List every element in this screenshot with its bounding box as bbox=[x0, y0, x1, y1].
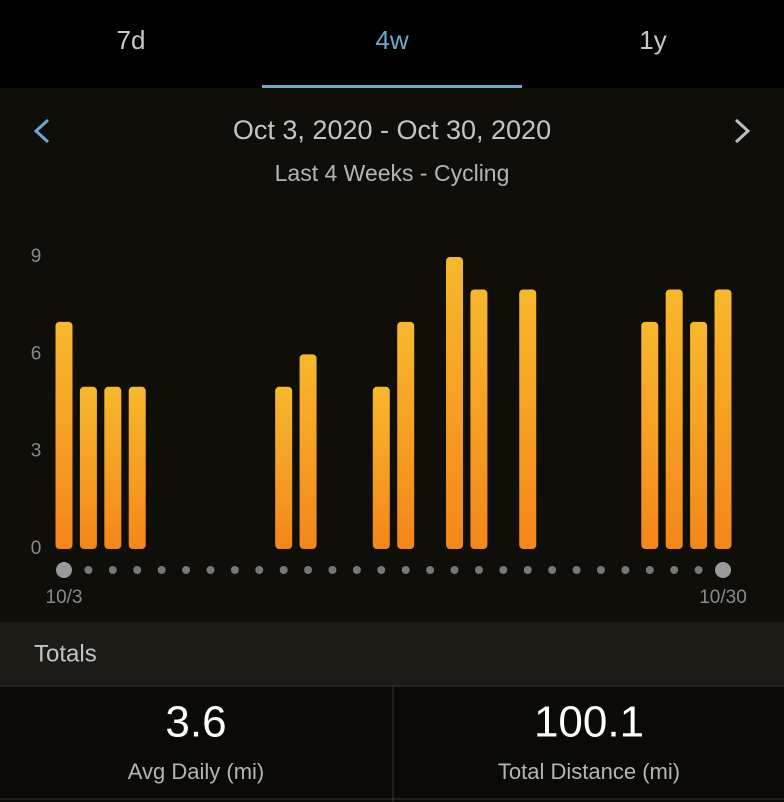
stat-label: Avg Daily (mi) bbox=[128, 759, 265, 784]
bar bbox=[55, 321, 73, 549]
subtitle: Last 4 Weeks - Cycling bbox=[275, 160, 510, 186]
bar bbox=[128, 386, 146, 549]
bar bbox=[519, 289, 537, 549]
day-dot bbox=[255, 566, 264, 574]
day-dot bbox=[499, 566, 508, 574]
totals-header bbox=[0, 622, 784, 686]
bar bbox=[446, 257, 464, 549]
day-dot bbox=[182, 566, 191, 574]
bar bbox=[79, 386, 97, 549]
tab[interactable]: 1y bbox=[639, 25, 666, 55]
bar bbox=[372, 386, 390, 549]
day-dot bbox=[426, 566, 435, 574]
day-dot bbox=[328, 566, 337, 574]
stat-value: 100.1 bbox=[534, 698, 644, 747]
day-dot bbox=[133, 566, 142, 574]
bar bbox=[714, 289, 732, 549]
stat-label: Total Distance (mi) bbox=[498, 759, 680, 784]
day-dot bbox=[621, 566, 630, 574]
day-dot bbox=[206, 566, 215, 574]
stat-value: 3.6 bbox=[165, 698, 226, 747]
totals-panel bbox=[0, 686, 784, 802]
tab-underline bbox=[262, 85, 522, 88]
day-dot bbox=[694, 566, 703, 574]
day-dot bbox=[157, 566, 166, 574]
day-dot bbox=[84, 566, 93, 574]
day-dot bbox=[596, 566, 605, 574]
day-dot bbox=[645, 566, 654, 574]
bar bbox=[275, 386, 293, 549]
day-dot bbox=[474, 566, 483, 574]
day-dot bbox=[352, 566, 361, 574]
next-button[interactable] bbox=[734, 118, 751, 144]
bar bbox=[641, 321, 659, 549]
x-tick-label: 10/3 bbox=[46, 587, 83, 608]
day-dot bbox=[715, 562, 731, 578]
day-dot bbox=[401, 566, 410, 574]
day-dot bbox=[548, 566, 557, 574]
tab-active[interactable]: 4w bbox=[375, 25, 408, 55]
y-tick-label: 0 bbox=[31, 538, 42, 559]
tab-bar bbox=[0, 0, 784, 88]
y-tick-label: 3 bbox=[31, 441, 42, 462]
day-dot bbox=[56, 562, 72, 578]
totals-title: Totals bbox=[34, 640, 97, 667]
day-dot bbox=[523, 566, 532, 574]
bar bbox=[104, 386, 122, 549]
day-dot bbox=[108, 566, 117, 574]
bar bbox=[397, 321, 415, 549]
day-dot bbox=[377, 566, 386, 574]
day-dot bbox=[304, 566, 313, 574]
bar bbox=[690, 321, 708, 549]
day-dot bbox=[670, 566, 679, 574]
y-tick-label: 9 bbox=[31, 246, 42, 267]
day-dot bbox=[279, 566, 288, 574]
day-dot bbox=[450, 566, 459, 574]
bar bbox=[299, 354, 317, 549]
tab[interactable]: 7d bbox=[117, 25, 146, 55]
bar bbox=[665, 289, 683, 549]
x-tick-label: 10/30 bbox=[699, 587, 747, 608]
y-tick-label: 6 bbox=[31, 343, 42, 364]
day-dot bbox=[572, 566, 581, 574]
date-range: Oct 3, 2020 - Oct 30, 2020 bbox=[233, 115, 551, 145]
day-dot bbox=[230, 566, 239, 574]
prev-button[interactable] bbox=[33, 118, 50, 144]
bar bbox=[470, 289, 488, 549]
chart: 0 3 6 9 10/3 10/30 bbox=[31, 246, 747, 608]
